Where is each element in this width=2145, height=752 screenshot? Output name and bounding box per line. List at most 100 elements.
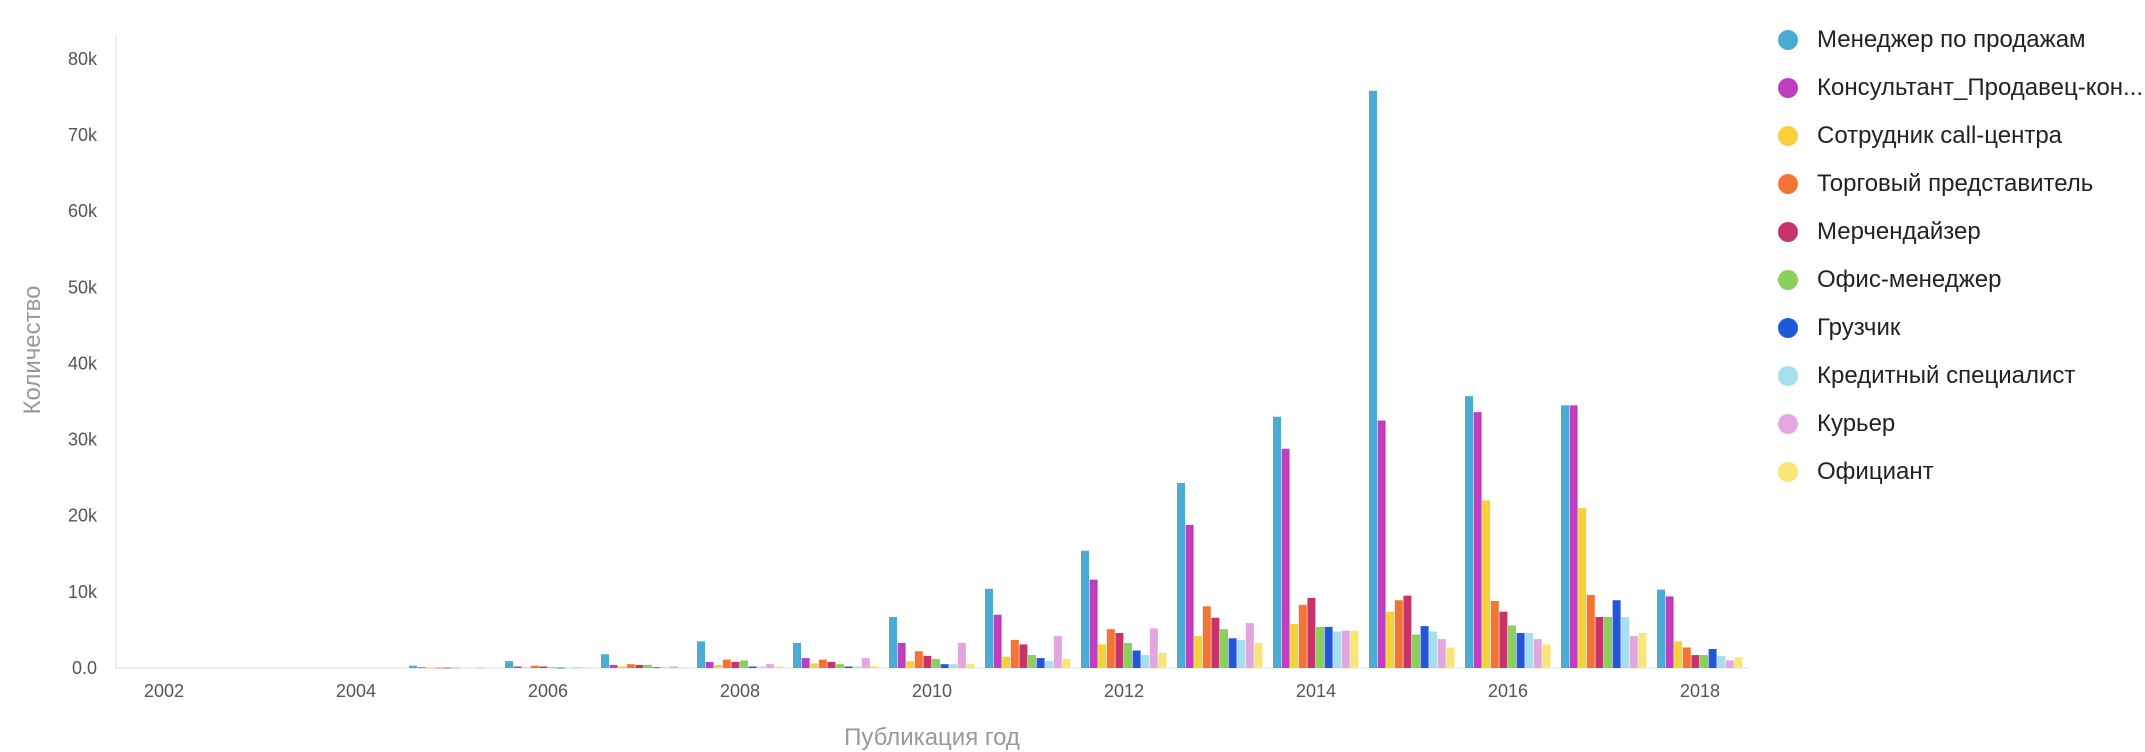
bar-s4-2008 — [731, 661, 740, 668]
bar-s5-2013 — [1220, 629, 1228, 668]
bar-s3-2005 — [434, 667, 443, 669]
bar-s1-2014 — [1281, 448, 1290, 668]
bar-s2-2007 — [618, 666, 627, 668]
bar-s7-2014 — [1333, 631, 1342, 668]
bar-s8-2009 — [861, 658, 870, 668]
bar-s0-2017 — [1561, 405, 1569, 668]
bar-s6-2018 — [1708, 648, 1717, 668]
bar-s1-2012 — [1089, 579, 1098, 668]
bar-s6-2011 — [1036, 658, 1045, 668]
legend-item[interactable]: Менеджер по продажам — [1778, 16, 2143, 64]
bar-s1-2009 — [801, 658, 810, 668]
bar-s0-2015 — [1369, 90, 1377, 668]
bar-s0-2008 — [697, 641, 705, 668]
bar-s5-2017 — [1604, 616, 1612, 668]
bar-s9-2015 — [1446, 647, 1455, 668]
legend-marker-icon — [1778, 174, 1798, 194]
bar-s9-2016 — [1542, 644, 1551, 668]
bar-s3-2012 — [1106, 629, 1115, 668]
legend-item[interactable]: Офис-менеджер — [1778, 256, 2143, 304]
bar-s9-2014 — [1350, 630, 1359, 668]
bar-s8-2010 — [957, 642, 966, 668]
legend-marker-icon — [1778, 270, 1798, 290]
bar-s9-2011 — [1062, 658, 1071, 668]
bar-s7-2018 — [1717, 655, 1726, 668]
bar-s8-2018 — [1725, 660, 1734, 668]
bar-s5-2018 — [1700, 655, 1708, 668]
bar-s9-2010 — [966, 664, 975, 668]
bar-s0-2016 — [1465, 396, 1473, 668]
bar-s6-2017 — [1612, 600, 1621, 668]
bar-s3-2018 — [1682, 647, 1691, 668]
legend-marker-icon — [1778, 414, 1798, 434]
y-tick-label: 40k — [68, 353, 98, 373]
bar-s1-2006 — [513, 666, 522, 668]
bar-s2-2010 — [906, 661, 915, 668]
bar-s9-2018 — [1734, 657, 1743, 668]
legend-item[interactable]: Мерчендайзер — [1778, 208, 2143, 256]
bar-s3-2017 — [1586, 594, 1595, 668]
bar-s8-2005 — [477, 667, 486, 669]
legend: Менеджер по продажам Консультант_Продавец… — [1778, 16, 2143, 496]
legend-label: Менеджер по продажам — [1817, 26, 2086, 53]
bar-s8-2017 — [1629, 636, 1638, 668]
legend-label: Мерчендайзер — [1817, 218, 1981, 245]
legend-marker-icon — [1778, 318, 1798, 338]
bar-s3-2015 — [1394, 600, 1403, 668]
x-tick-label: 2012 — [1104, 681, 1144, 701]
bar-s6-2013 — [1228, 638, 1237, 668]
x-tick-label: 2010 — [912, 681, 952, 701]
bar-s0-2007 — [601, 654, 609, 668]
bar-s3-2007 — [626, 664, 635, 668]
bar-s7-2015 — [1429, 631, 1438, 668]
bar-s5-2005 — [452, 667, 460, 669]
bar-s8-2008 — [765, 664, 774, 668]
bar-s5-2012 — [1124, 642, 1132, 668]
bar-s4-2011 — [1019, 644, 1028, 668]
bar-s9-2013 — [1254, 642, 1263, 668]
x-tick-label: 2004 — [336, 681, 376, 701]
bar-s9-2007 — [678, 667, 687, 669]
y-tick-label: 50k — [68, 277, 98, 297]
legend-item[interactable]: Официант — [1778, 448, 2143, 496]
legend-item[interactable]: Грузчик — [1778, 304, 2143, 352]
legend-item[interactable]: Кредитный специалист — [1778, 352, 2143, 400]
bar-s3-2009 — [818, 659, 827, 668]
bar-s8-2016 — [1533, 639, 1542, 668]
bar-s3-2013 — [1202, 606, 1211, 668]
legend-item[interactable]: Торговый представитель — [1778, 160, 2143, 208]
bar-s7-2013 — [1237, 639, 1246, 668]
legend-label: Офис-менеджер — [1817, 266, 2002, 293]
bar-s5-2011 — [1028, 655, 1036, 668]
bar-s4-2006 — [539, 666, 548, 668]
bar-s2-2005 — [426, 667, 435, 669]
bar-s7-2011 — [1045, 661, 1054, 668]
bar-s4-2014 — [1307, 597, 1316, 668]
x-tick-label: 2016 — [1488, 681, 1528, 701]
bar-s5-2009 — [836, 664, 844, 668]
y-tick-label: 0.0 — [72, 658, 97, 678]
bar-s3-2006 — [530, 665, 539, 668]
legend-marker-icon — [1778, 462, 1798, 482]
bar-s8-2007 — [669, 666, 678, 668]
bar-s6-2012 — [1132, 650, 1141, 668]
bar-s8-2006 — [573, 667, 582, 669]
bar-s1-2008 — [705, 661, 714, 668]
bar-s4-2017 — [1595, 616, 1604, 668]
legend-item[interactable]: Курьер — [1778, 400, 2143, 448]
legend-label: Официант — [1817, 458, 1934, 485]
bar-s4-2012 — [1115, 632, 1124, 668]
bar-s1-2018 — [1665, 596, 1674, 668]
x-tick-label: 2018 — [1680, 681, 1720, 701]
bar-s8-2013 — [1245, 623, 1254, 668]
bar-s4-2010 — [923, 655, 932, 668]
legend-item[interactable]: Консультант_Продавец-кон... — [1778, 64, 2143, 112]
bar-s1-2007 — [609, 664, 618, 668]
bars — [409, 90, 1743, 669]
bar-s2-2013 — [1194, 636, 1203, 668]
y-tick-labels: 0.0 10k 20k 30k 40k 50k 60k 70k 80k — [68, 49, 98, 678]
bar-s8-2012 — [1149, 628, 1158, 668]
bar-s7-2006 — [565, 667, 574, 669]
legend-item[interactable]: Сотрудник call-центра — [1778, 112, 2143, 160]
bar-s0-2006 — [505, 661, 513, 668]
